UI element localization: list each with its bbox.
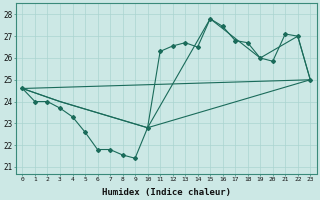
X-axis label: Humidex (Indice chaleur): Humidex (Indice chaleur)	[102, 188, 231, 197]
